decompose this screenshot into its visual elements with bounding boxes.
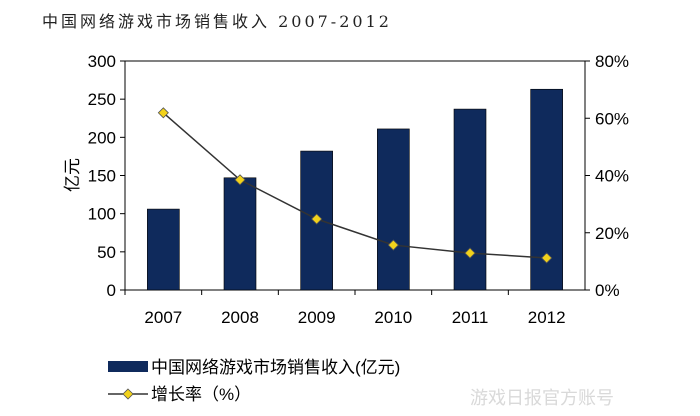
y-tick-label: 100 [88, 205, 116, 224]
bar-2011 [453, 108, 487, 291]
legend-bar-label: 中国网络游戏市场销售收入(亿元) [151, 358, 400, 377]
bar-2008 [223, 177, 257, 291]
x-tick-label: 2007 [144, 308, 182, 327]
chart-title: 中国网络游戏市场销售收入 2007-2012 [42, 12, 392, 31]
x-tick-label: 2010 [374, 308, 412, 327]
marker-2011 [464, 247, 476, 259]
y2-tick-label: 60% [595, 109, 629, 128]
bar-2010 [377, 128, 410, 291]
marker-2009 [311, 213, 323, 225]
y-tick-label: 150 [88, 167, 116, 186]
marker-2012 [541, 252, 553, 264]
watermark: 游戏日报官方账号 [470, 388, 614, 409]
legend-line-label: 增长率（%） [151, 385, 251, 404]
y2-tick-label: 20% [595, 224, 629, 243]
legend-line-marker [122, 388, 134, 400]
y-tick-label: 0 [107, 281, 116, 300]
x-tick-label: 2011 [452, 308, 489, 327]
marker-2010 [387, 239, 399, 251]
y-axis-label: 亿元 [63, 158, 82, 192]
y-tick-label: 250 [88, 90, 116, 109]
legend-bar-swatch [108, 361, 148, 372]
y2-tick-label: 40% [595, 167, 629, 186]
y-tick-label: 50 [97, 243, 116, 262]
marker-2008 [234, 174, 246, 186]
growth-line [162, 112, 547, 259]
y2-tick-label: 0% [595, 281, 620, 300]
bar-2007 [147, 208, 180, 291]
y-tick-label: 300 [88, 52, 116, 71]
y-tick-label: 200 [88, 128, 116, 147]
marker-2007 [157, 107, 169, 119]
y2-tick-label: 80% [595, 52, 629, 71]
x-tick-label: 2008 [221, 308, 259, 327]
x-tick-label: 2012 [528, 308, 566, 327]
x-tick-label: 2009 [298, 308, 336, 327]
